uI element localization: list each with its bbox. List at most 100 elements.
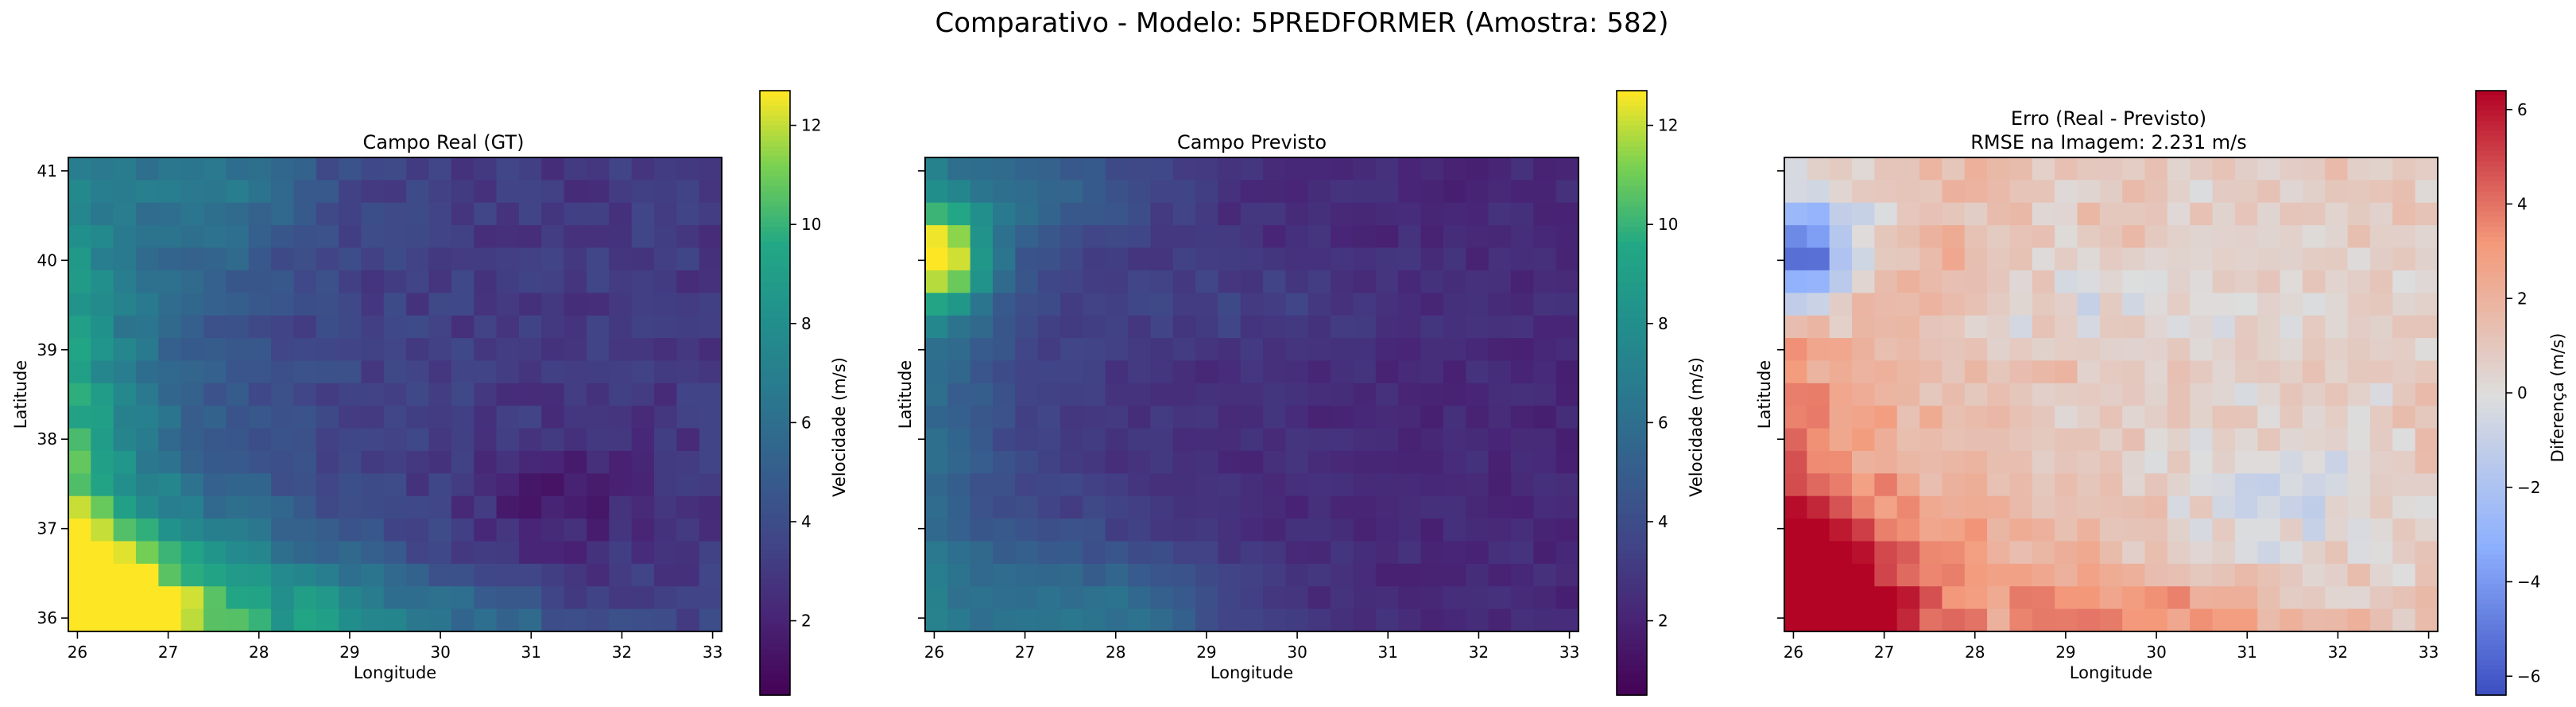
panel-erro-title: Erro (Real - Previsto): [2011, 107, 2206, 130]
heatmap-cell: [1533, 563, 1557, 587]
heatmap-cell: [1060, 270, 1084, 293]
heatmap-cell: [2392, 225, 2416, 249]
heatmap-cell: [248, 360, 272, 384]
heatmap-cell: [2122, 450, 2146, 474]
heatmap-cell: [1240, 293, 1264, 317]
heatmap-cell: [518, 202, 542, 226]
heatmap-cell: [428, 247, 452, 271]
heatmap-cell: [1060, 315, 1084, 339]
heatmap-cell: [1195, 225, 1219, 249]
heatmap-cell: [1307, 541, 1331, 565]
heatmap-cell: [1420, 450, 1444, 474]
colorbar-segment: [1617, 529, 1647, 535]
heatmap-cell: [1331, 383, 1354, 406]
heatmap-cell: [1240, 180, 1264, 204]
heatmap-cell: [1510, 293, 1534, 317]
colorbar-segment: [1617, 141, 1647, 147]
heatmap-cell: [2415, 473, 2438, 497]
heatmap-cell: [2055, 202, 2078, 226]
heatmap-cell: [496, 180, 520, 204]
heatmap-cell: [947, 157, 971, 181]
colorbar-segment: [1617, 312, 1647, 318]
heatmap-cell: [2212, 586, 2236, 610]
colorbar-segment: [2476, 655, 2506, 661]
heatmap-cell: [1105, 180, 1129, 204]
heatmap-cell: [1331, 360, 1354, 384]
heatmap-cell: [474, 293, 498, 317]
colorbar-segment: [760, 579, 790, 585]
heatmap-cell: [1015, 180, 1039, 204]
heatmap-cell: [1784, 541, 1807, 565]
heatmap-cell: [1488, 519, 1512, 542]
heatmap-cell: [1353, 495, 1377, 519]
heatmap-cell: [1353, 270, 1377, 293]
heatmap-cell: [1037, 563, 1061, 587]
heatmap-cell: [1874, 293, 1898, 317]
heatmap-cell: [1375, 225, 1399, 249]
heatmap-cell: [158, 338, 182, 362]
heatmap-cell: [653, 202, 677, 226]
heatmap-cell: [2212, 247, 2236, 271]
heatmap-cell: [1128, 473, 1152, 497]
heatmap-cell: [541, 247, 565, 271]
heatmap-cell: [2392, 247, 2416, 271]
heatmap-cell: [2190, 270, 2214, 293]
heatmap-cell: [226, 473, 250, 497]
heatmap-cell: [676, 360, 700, 384]
heatmap-cell: [1533, 586, 1557, 610]
heatmap-cell: [2144, 247, 2168, 271]
colorbar-segment: [1617, 402, 1647, 409]
heatmap-cell: [2212, 428, 2236, 452]
heatmap-cell: [113, 541, 137, 565]
colorbar-segment: [2476, 171, 2506, 177]
heatmap-cell: [653, 406, 677, 429]
heatmap-cell: [2392, 315, 2416, 339]
heatmap-cell: [1443, 360, 1466, 384]
heatmap-cell: [1195, 338, 1219, 362]
heatmap-cell: [1331, 519, 1354, 542]
x-tick-label: 26: [1784, 643, 1803, 662]
heatmap-cell: [406, 270, 430, 293]
heatmap-cell: [699, 586, 722, 610]
heatmap-cell: [474, 541, 498, 565]
heatmap-cell: [1060, 383, 1084, 406]
heatmap-cell: [158, 225, 182, 249]
heatmap-cell: [1488, 428, 1512, 452]
heatmap-cell: [1896, 473, 1920, 497]
heatmap-cell: [1919, 338, 1943, 362]
heatmap-cell: [993, 608, 1016, 632]
heatmap-cell: [406, 406, 430, 429]
heatmap-cell: [2302, 338, 2326, 362]
heatmap-cell: [1852, 338, 1875, 362]
colorbar-segment: [760, 242, 790, 248]
heatmap-cell: [361, 406, 385, 429]
heatmap-cell: [699, 225, 722, 249]
heatmap-cell: [1195, 247, 1219, 271]
heatmap-cell: [1533, 202, 1557, 226]
colorbar-segment: [2476, 277, 2506, 283]
heatmap-cell: [1218, 225, 1242, 249]
heatmap-cell: [496, 473, 520, 497]
heatmap-cell: [1510, 541, 1534, 565]
heatmap-cell: [2032, 608, 2055, 632]
heatmap-cell: [1852, 450, 1875, 474]
heatmap-cell: [1510, 270, 1534, 293]
colorbar-segment: [760, 685, 790, 691]
heatmap-cell: [1128, 608, 1152, 632]
heatmap-cell: [1919, 270, 1943, 293]
heatmap-cell: [361, 495, 385, 519]
heatmap-cell: [1037, 360, 1061, 384]
heatmap-cell: [1037, 338, 1061, 362]
heatmap-cell: [2257, 406, 2281, 429]
heatmap-cell: [1331, 202, 1354, 226]
colorbar-segment: [1617, 423, 1647, 429]
heatmap-cell: [2077, 541, 2101, 565]
heatmap-cell: [136, 495, 159, 519]
heatmap-cell: [1964, 450, 1988, 474]
heatmap-cell: [2122, 247, 2146, 271]
heatmap-cell: [2369, 406, 2393, 429]
heatmap-cell: [2055, 608, 2078, 632]
